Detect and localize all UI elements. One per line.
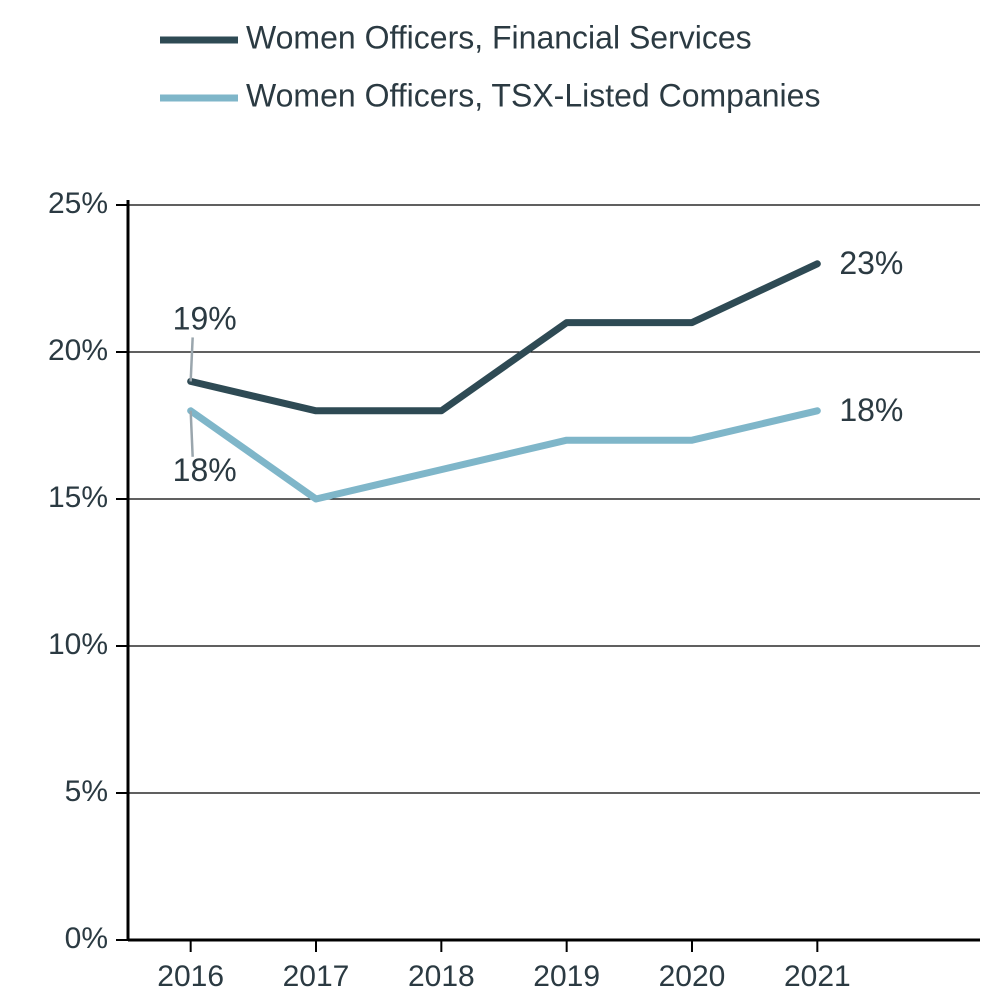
- x-tick-label: 2017: [283, 960, 350, 993]
- series-end-label-0: 23%: [839, 245, 903, 281]
- y-tick-label: 0%: [65, 922, 108, 955]
- y-tick-label: 20%: [48, 334, 108, 367]
- x-tick-label: 2020: [659, 960, 726, 993]
- y-tick-label: 25%: [48, 187, 108, 220]
- x-tick-label: 2018: [408, 960, 475, 993]
- series-start-label-0: 19%: [173, 300, 237, 336]
- x-tick-label: 2016: [157, 960, 224, 993]
- y-tick-label: 10%: [48, 628, 108, 661]
- line-chart: 0% 5% 10% 15% 20% 25% 2016 2017 2018 2019 2020 2021…: [0, 0, 1004, 1004]
- x-tick-label: 2021: [784, 960, 851, 993]
- legend-label: Women Officers, TSX-Listed Companies: [246, 77, 820, 113]
- y-tick-label: 15%: [48, 481, 108, 514]
- x-tick-label: 2019: [533, 960, 600, 993]
- series-end-label-1: 18%: [839, 392, 903, 428]
- legend-label: Women Officers, Financial Services: [246, 19, 752, 55]
- series-start-label-1: 18%: [173, 452, 237, 488]
- y-tick-label: 5%: [65, 775, 108, 808]
- chart-svg: 0% 5% 10% 15% 20% 25% 2016 2017 2018 2019 2020 2021…: [0, 0, 1004, 1004]
